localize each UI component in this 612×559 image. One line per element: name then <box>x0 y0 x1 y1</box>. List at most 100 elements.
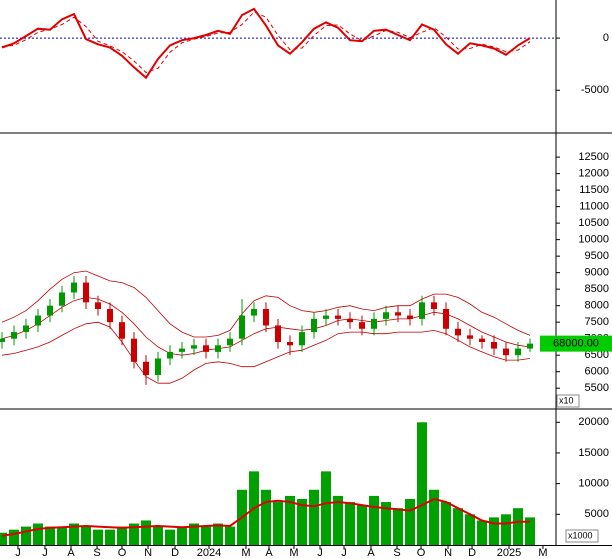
x-tick-label: D <box>468 547 476 559</box>
scale-box <box>565 529 599 543</box>
y-tick-label: 10500 <box>578 217 609 229</box>
volume-bar <box>201 526 211 545</box>
candle-body <box>131 338 137 362</box>
volume-bar <box>105 529 115 545</box>
volume-bar <box>381 502 391 545</box>
candle-body <box>527 343 533 349</box>
y-tick-label: 12000 <box>578 168 609 180</box>
y-tick-label: 15000 <box>578 447 609 459</box>
signal-line <box>1 11 531 74</box>
volume-bar <box>273 502 283 545</box>
x-tick-label: M <box>538 547 547 559</box>
volume-bar <box>441 502 451 545</box>
volume-bar <box>261 489 271 545</box>
y-tick-label: 11000 <box>579 201 609 213</box>
scale-box <box>556 394 580 408</box>
x-tick-label: J <box>317 547 323 559</box>
last-price-label: 68000.00 <box>553 338 599 350</box>
y-tick-label: -5000 <box>581 84 609 96</box>
x-tick-label: A <box>367 547 375 559</box>
x-tick-label: J <box>15 547 21 559</box>
candle-body <box>383 312 389 319</box>
candle-body <box>11 332 17 339</box>
x-tick-label: M <box>289 547 298 559</box>
x-tick-label: M <box>241 547 250 559</box>
candle-body <box>479 338 485 342</box>
candle-body <box>35 315 41 326</box>
candle-body <box>323 315 329 319</box>
candle-body <box>347 318 353 323</box>
volume-bar <box>153 526 163 545</box>
volume-bar <box>81 526 91 545</box>
candle-body <box>203 345 209 352</box>
candle-body <box>311 318 317 333</box>
candle-body <box>431 302 437 309</box>
x-tick-label: S <box>393 547 400 559</box>
candle-body <box>95 302 101 309</box>
volume-bar <box>405 498 415 545</box>
y-tick-label: 10000 <box>578 478 609 490</box>
volume-bar <box>513 508 523 545</box>
candle-body <box>143 361 149 375</box>
candle-body <box>395 312 401 316</box>
candle-body <box>71 282 77 293</box>
y-tick-label: 8000 <box>585 300 609 312</box>
candle-body <box>443 308 449 329</box>
x-tick-label: D <box>171 547 179 559</box>
volume-bar <box>141 520 151 545</box>
volume-bar <box>417 422 427 545</box>
candle-body <box>455 328 461 336</box>
candle-body <box>59 292 65 306</box>
volume-bar <box>489 517 499 545</box>
y-tick-label: 0 <box>603 32 609 44</box>
candle-body <box>467 335 473 339</box>
candle-body <box>299 332 305 346</box>
x-tick-label: A <box>265 547 273 559</box>
x-tick-label: J <box>341 547 347 559</box>
candle-body <box>491 341 497 349</box>
volume-bar <box>129 523 139 545</box>
bollinger-lower <box>1 321 531 384</box>
volume-bar <box>393 508 403 545</box>
candle-body <box>107 308 113 323</box>
x-tick-label: 2025 <box>497 547 521 559</box>
x-tick-label: O <box>417 547 426 559</box>
y-tick-label: 5000 <box>585 508 609 520</box>
candle-body <box>23 325 29 333</box>
volume-bar <box>429 489 439 545</box>
y-tick-label: 9000 <box>585 267 609 279</box>
x-tick-label: 2024 <box>197 547 221 559</box>
volume-bar <box>309 489 319 545</box>
candle-body <box>191 345 197 349</box>
volume-bar <box>525 517 535 545</box>
oscillator-line <box>1 7 531 80</box>
y-tick-label: 7500 <box>585 316 609 328</box>
volume-bar <box>357 505 367 545</box>
volume-bar <box>345 502 355 545</box>
y-tick-label: 6000 <box>585 366 609 378</box>
volume-bar <box>477 520 487 545</box>
x-tick-label: N <box>144 547 152 559</box>
volume-bar <box>69 523 79 545</box>
candle-body <box>167 351 173 359</box>
candle-body <box>335 315 341 319</box>
candle-body <box>227 338 233 346</box>
y-tick-label: 5500 <box>585 382 609 394</box>
volume-bar <box>333 495 343 545</box>
candle-body <box>275 325 281 342</box>
volume-bar <box>453 508 463 545</box>
bollinger-upper <box>1 270 531 338</box>
candle-body <box>47 305 53 316</box>
x-tick-label: O <box>118 547 127 559</box>
volume-bar <box>501 514 511 545</box>
candle-body <box>155 358 161 375</box>
volume-bar <box>177 526 187 545</box>
candle-body <box>503 348 509 356</box>
candle-body <box>251 308 257 316</box>
candle-body <box>215 345 221 352</box>
volume-bar <box>9 529 19 545</box>
volume-bar <box>45 526 55 545</box>
candle-body <box>359 322 365 329</box>
y-tick-label: 8500 <box>585 283 609 295</box>
